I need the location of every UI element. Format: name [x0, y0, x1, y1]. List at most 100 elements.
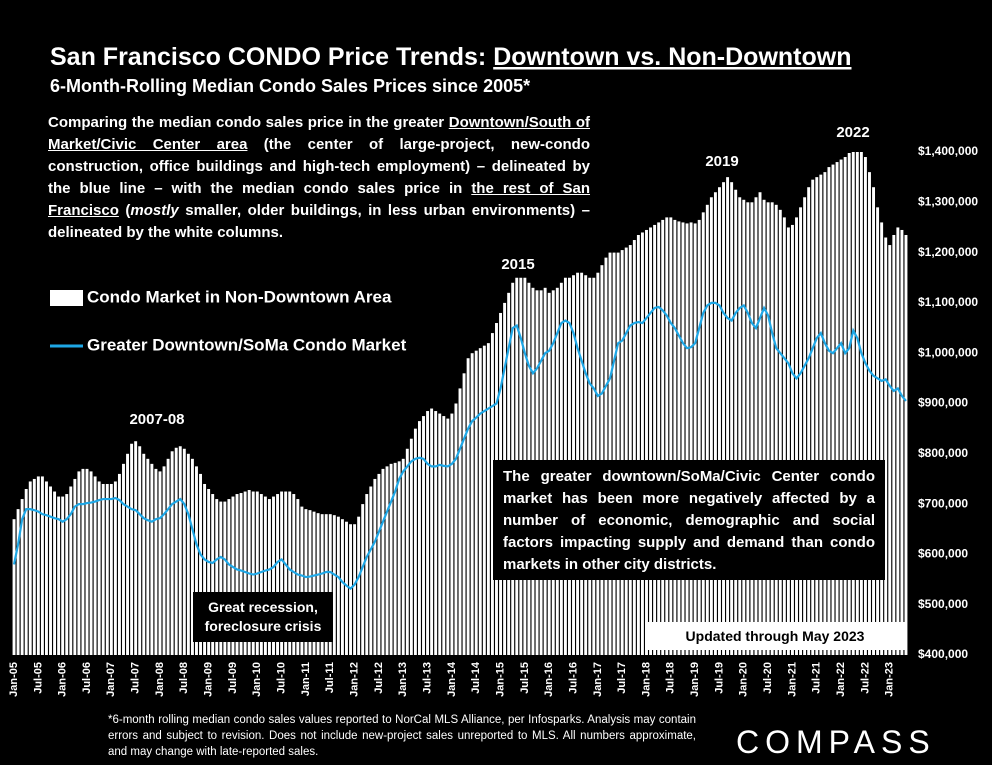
- bar: [69, 486, 73, 655]
- bar: [12, 519, 16, 655]
- bar: [304, 509, 308, 655]
- bar: [888, 245, 892, 655]
- bar: [186, 453, 190, 655]
- bar: [640, 232, 644, 656]
- bar: [328, 514, 332, 655]
- bar: [855, 152, 859, 655]
- bar: [24, 489, 28, 655]
- bar: [876, 207, 880, 655]
- bar: [859, 152, 863, 655]
- bar: [442, 416, 446, 655]
- legend-label: Greater Downtown/SoMa Condo Market: [87, 335, 407, 354]
- bar: [20, 499, 24, 655]
- bar: [308, 510, 312, 655]
- bar: [40, 476, 44, 655]
- bar: [790, 224, 794, 655]
- bar: [235, 494, 239, 655]
- bar: [373, 478, 377, 655]
- x-tick-label: Jul-11: [324, 662, 336, 693]
- bar: [292, 494, 296, 655]
- bar: [284, 491, 288, 655]
- bar: [312, 511, 316, 655]
- bar: [332, 515, 336, 655]
- bar: [880, 222, 884, 656]
- bar: [73, 478, 77, 655]
- bar: [722, 182, 725, 655]
- bar: [251, 491, 255, 655]
- bar: [405, 448, 409, 655]
- x-tick-label: Jan-08: [154, 662, 166, 697]
- bar: [778, 209, 782, 655]
- bar: [839, 159, 843, 656]
- bar: [835, 162, 839, 655]
- bar: [430, 408, 434, 655]
- bar: [101, 483, 105, 655]
- bar: [454, 403, 458, 655]
- x-tick-label: Jul-22: [859, 662, 871, 694]
- bar: [758, 192, 762, 656]
- bar: [693, 223, 697, 655]
- bar: [49, 486, 52, 655]
- x-tick-label: Jul-18: [665, 662, 677, 694]
- bar: [393, 462, 397, 655]
- bar: [709, 197, 713, 655]
- bar: [146, 458, 150, 655]
- bar: [734, 189, 738, 655]
- bar: [612, 252, 616, 655]
- bar: [207, 489, 211, 655]
- bar: [178, 446, 182, 655]
- x-tick-label: Jul-12: [373, 662, 385, 694]
- bar: [446, 418, 450, 655]
- bar: [231, 496, 235, 655]
- x-tick-label: Jan-17: [592, 662, 604, 697]
- x-tick-label: Jul-19: [713, 662, 725, 694]
- bar: [900, 229, 904, 655]
- x-tick-label: Jan-14: [446, 661, 458, 697]
- bar: [53, 491, 57, 655]
- bar: [782, 217, 786, 655]
- bar: [85, 468, 89, 655]
- bar: [608, 252, 612, 655]
- bar: [97, 481, 101, 655]
- chart-title: San Francisco CONDO Price Trends: Downto…: [50, 43, 851, 71]
- x-tick-label: Jan-21: [786, 662, 798, 697]
- bar: [450, 413, 454, 655]
- title: San Francisco CONDO Price Trends:: [50, 43, 493, 71]
- bar: [604, 257, 608, 655]
- bar: [884, 237, 888, 655]
- bar: [815, 177, 819, 655]
- bar: [438, 413, 442, 655]
- y-tick-label: $900,000: [918, 396, 968, 410]
- x-tick-label: Jan-12: [348, 662, 360, 697]
- bar: [843, 157, 847, 655]
- x-tick-label: Jan-11: [300, 662, 312, 696]
- x-tick-label: Jul-07: [130, 662, 142, 694]
- bar: [142, 453, 146, 655]
- bar: [762, 199, 766, 655]
- annotation: 2019: [705, 153, 738, 170]
- bar: [823, 172, 827, 655]
- bar: [138, 446, 142, 655]
- y-tick-label: $500,000: [918, 597, 968, 611]
- bar: [851, 152, 855, 655]
- x-tick-label: Jul-09: [227, 662, 239, 694]
- x-tick-label: Jan-18: [640, 662, 652, 697]
- bar: [32, 478, 36, 655]
- bar: [361, 504, 365, 655]
- bar: [276, 494, 280, 655]
- bar: [340, 519, 344, 655]
- bar: [713, 192, 717, 656]
- bar: [474, 350, 478, 655]
- bar: [409, 438, 413, 655]
- bar: [126, 453, 130, 655]
- bar: [742, 199, 746, 655]
- bar: [182, 448, 186, 655]
- bar: [105, 483, 109, 655]
- x-tick-label: Jul-17: [616, 662, 628, 694]
- bar: [199, 473, 202, 655]
- bar: [170, 451, 174, 655]
- bar: [288, 491, 292, 655]
- bar: [158, 471, 162, 655]
- bar: [478, 348, 482, 655]
